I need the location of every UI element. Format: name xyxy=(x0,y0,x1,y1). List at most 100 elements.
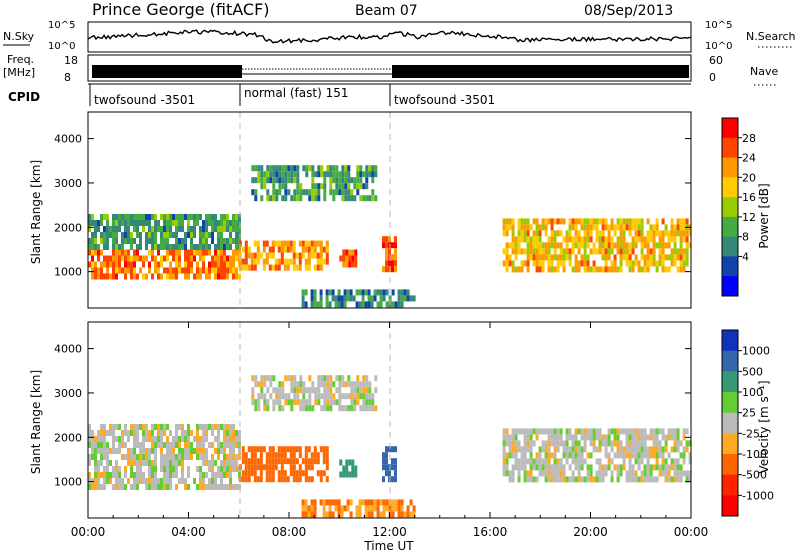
echo-cell xyxy=(348,249,352,256)
echo-cell xyxy=(523,434,527,441)
echo-cell xyxy=(166,424,169,430)
echo-cell xyxy=(616,464,620,471)
echo-cell xyxy=(112,214,115,220)
echo-cell xyxy=(670,260,674,267)
echo-cell xyxy=(220,249,223,256)
echo-cell xyxy=(619,446,623,453)
echo-cell xyxy=(241,458,245,465)
echo-cell xyxy=(280,458,284,465)
echo-cell xyxy=(356,177,360,184)
echo-cell xyxy=(280,464,284,471)
echo-cell xyxy=(226,442,229,448)
echo-cell xyxy=(658,470,662,477)
echo-cell xyxy=(355,505,359,512)
echo-cell xyxy=(211,472,214,478)
echo-cell xyxy=(667,266,671,273)
echo-cell xyxy=(94,226,97,232)
echo-cell xyxy=(292,458,296,465)
echo-cell xyxy=(208,478,211,484)
echo-cell xyxy=(112,472,115,478)
echo-cell xyxy=(208,244,211,250)
echo-cell xyxy=(517,428,521,435)
echo-cell xyxy=(181,460,184,466)
echo-cell xyxy=(544,248,548,255)
echo-cell xyxy=(169,261,172,268)
echo-cell xyxy=(187,214,190,220)
echo-cell xyxy=(226,273,229,280)
echo-cell xyxy=(298,252,302,259)
echo-cell xyxy=(571,446,575,453)
echo-cell xyxy=(610,476,614,483)
echo-cell xyxy=(223,273,226,280)
echo-cell xyxy=(676,224,680,231)
echo-cell xyxy=(338,177,342,184)
echo-cell xyxy=(127,430,130,436)
echo-cell xyxy=(538,254,542,261)
echo-cell xyxy=(583,434,587,441)
echo-cell xyxy=(367,289,371,296)
echo-cell xyxy=(127,448,130,454)
echo-cell xyxy=(100,238,103,244)
echo-cell xyxy=(631,266,635,273)
echo-cell xyxy=(244,264,248,271)
echo-cell xyxy=(154,267,157,274)
echo-cell xyxy=(163,466,166,472)
echo-cell xyxy=(400,505,404,512)
echo-cell xyxy=(256,476,260,483)
echo-cell xyxy=(103,238,106,244)
echo-cell xyxy=(115,460,118,466)
echo-cell xyxy=(178,214,181,220)
echo-cell xyxy=(235,226,238,232)
echo-cell xyxy=(335,183,339,190)
echo-cell xyxy=(353,183,357,190)
echo-cell xyxy=(308,393,312,400)
echo-cell xyxy=(217,430,220,436)
echo-cell xyxy=(178,249,181,256)
echo-cell xyxy=(136,442,139,448)
echo-cell xyxy=(163,214,166,220)
echo-cell xyxy=(307,458,311,465)
echo-cell xyxy=(329,399,333,406)
echo-cell xyxy=(661,218,665,225)
echo-cell xyxy=(112,442,115,448)
echo-cell xyxy=(100,214,103,220)
echo-cell xyxy=(601,464,605,471)
echo-cell xyxy=(365,381,369,388)
echo-cell xyxy=(112,430,115,436)
echo-cell xyxy=(368,171,372,178)
colorbar-segment xyxy=(722,454,738,476)
echo-cell xyxy=(100,430,103,436)
echo-cell xyxy=(265,252,269,259)
echo-cell xyxy=(619,230,623,237)
echo-cell xyxy=(266,405,270,412)
colorbar-segment xyxy=(722,216,738,238)
echo-cell xyxy=(151,478,154,484)
echo-cell xyxy=(637,230,641,237)
echo-cell xyxy=(301,252,305,259)
echo-cell xyxy=(217,232,220,238)
y-tick-label: 2000 xyxy=(54,221,82,234)
echo-cell xyxy=(547,260,551,267)
echo-cell xyxy=(403,295,407,302)
echo-cell xyxy=(353,399,357,406)
echo-cell xyxy=(226,255,229,262)
echo-cell xyxy=(325,476,329,483)
echo-cell xyxy=(163,472,166,478)
echo-cell xyxy=(244,458,248,465)
echo-cell xyxy=(376,289,380,296)
echo-cell xyxy=(160,214,163,220)
echo-cell xyxy=(574,230,578,237)
echo-cell xyxy=(317,189,321,196)
echo-cell xyxy=(391,499,395,506)
echo-cell xyxy=(622,230,626,237)
echo-cell xyxy=(556,260,560,267)
colorbar-segment xyxy=(722,371,738,393)
echo-cell xyxy=(91,261,94,268)
echo-cell xyxy=(325,246,329,253)
echo-cell xyxy=(130,460,133,466)
echo-cell xyxy=(265,476,269,483)
echo-cell xyxy=(547,254,551,261)
echo-cell xyxy=(184,261,187,268)
echo-cell xyxy=(526,440,530,447)
echo-cell xyxy=(299,381,303,388)
